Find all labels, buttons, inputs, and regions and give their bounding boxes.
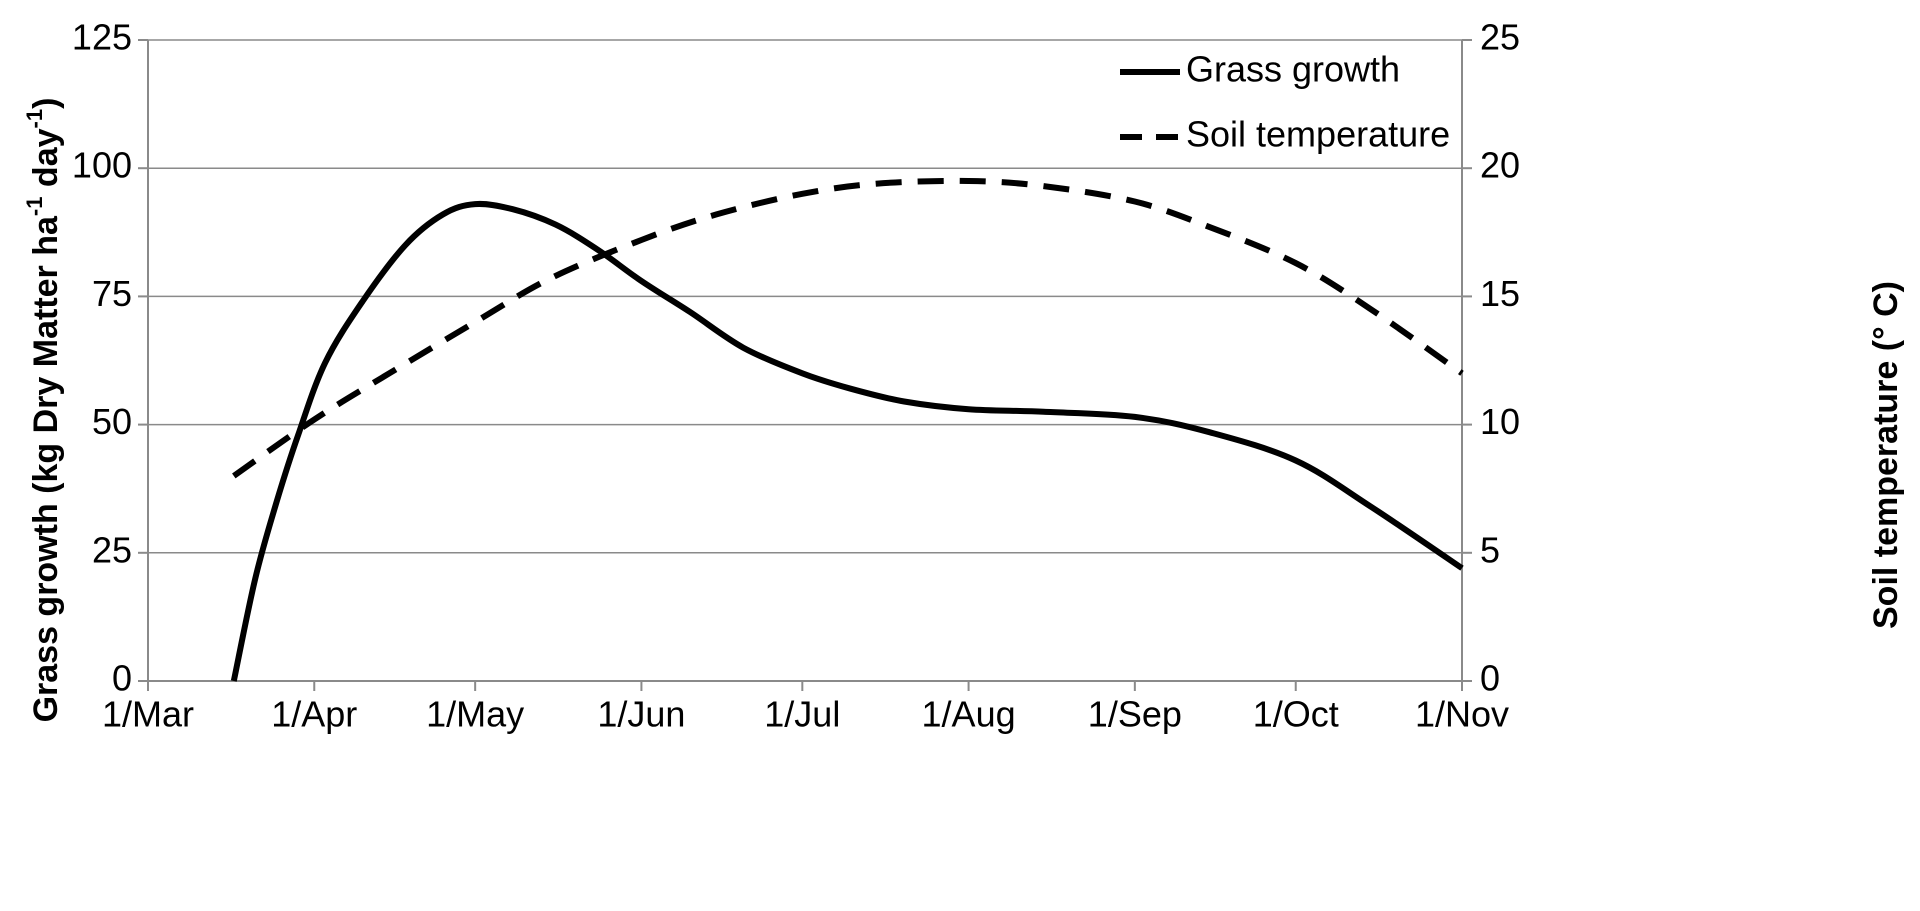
right-axis-title: Soil temperature (° C)	[1867, 281, 1905, 629]
tick-labels: 0 25 50 75 100 125 0 5 10 15 20 25 1/Mar 1/Apr 1/May 1/…	[72, 17, 1520, 735]
left-tick-label: 25	[92, 529, 132, 570]
series-line-grass-growth	[230, 200, 1464, 682]
x-tick-label: 1/May	[426, 694, 524, 735]
x-tick-label: 1/Sep	[1088, 694, 1182, 735]
series-lines	[230, 177, 1464, 682]
left-axis-title: Grass growth (kg Dry Matter ha-1 day-1)	[22, 98, 65, 723]
x-tick-label: 1/Nov	[1415, 694, 1509, 735]
left-tick-label: 100	[72, 145, 132, 186]
legend-label-soil-temperature: Soil temperature	[1186, 114, 1450, 155]
right-tick-label: 0	[1480, 658, 1500, 699]
left-tick-label: 0	[112, 658, 132, 699]
right-tick-label: 25	[1480, 17, 1520, 58]
x-tick-label: 1/Oct	[1253, 694, 1339, 735]
left-tick-label: 125	[72, 17, 132, 58]
axes	[138, 39, 1472, 691]
x-tick-label: 1/Mar	[102, 694, 194, 735]
legend-label-grass-growth: Grass growth	[1186, 49, 1400, 90]
x-tick-label: 1/Apr	[271, 694, 357, 735]
left-tick-label: 75	[92, 273, 132, 314]
series-line-soil-temperature	[232, 177, 1464, 479]
left-tick-label: 50	[92, 401, 132, 442]
x-tick-label: 1/Jul	[764, 694, 840, 735]
x-tick-label: 1/Aug	[922, 694, 1016, 735]
x-tick-label: 1/Jun	[597, 694, 685, 735]
chart-legend: Grass growth Soil temperature	[1120, 49, 1450, 155]
right-tick-label: 10	[1480, 401, 1520, 442]
right-tick-label: 20	[1480, 145, 1520, 186]
right-tick-label: 5	[1480, 529, 1500, 570]
right-tick-label: 15	[1480, 273, 1520, 314]
